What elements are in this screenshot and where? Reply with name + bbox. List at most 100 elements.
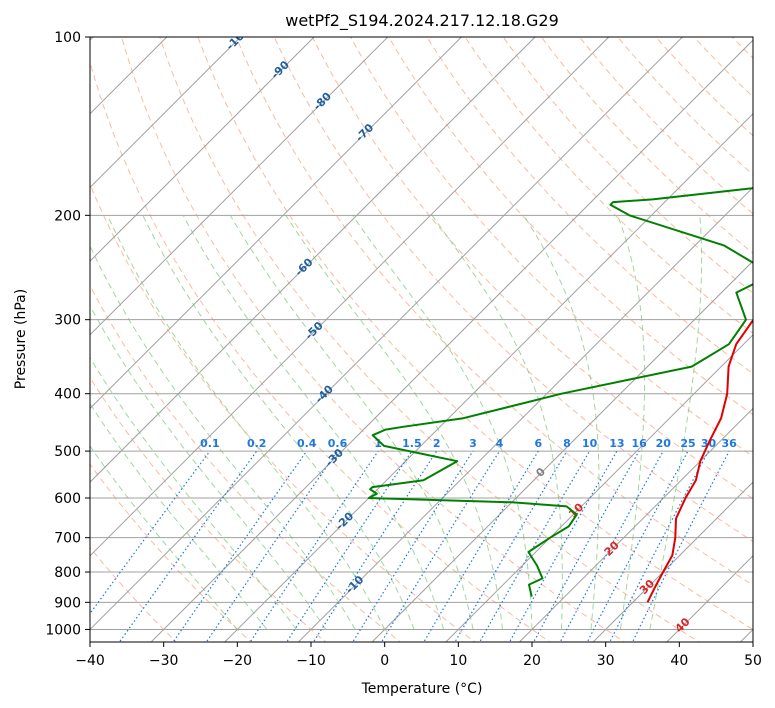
mixing-ratio-line [352,450,474,642]
x-tick-label: −30 [149,653,179,669]
moist-adiabat [649,215,703,630]
mixing-ratio-line [249,450,379,642]
isotherm-label: -100 [224,24,253,53]
y-tick-label: 700 [54,531,81,547]
x-tick-label: 50 [744,653,762,669]
mixing-ratio-label: 1 [374,437,382,450]
isotherm-line [90,37,389,336]
isotherm-line [90,37,610,557]
y-tick-label: 1000 [45,622,81,638]
mixing-ratio-line [609,450,710,642]
mixing-ratio-label: 0.6 [328,437,348,450]
x-axis: −40 −30 −20 −10 0 10 20 30 40 50 [75,642,762,669]
isotherm-label: -20 [333,509,356,532]
mixing-ratio-label: 13 [609,437,624,450]
mixing-ratio-label: 1.5 [402,437,422,450]
profiles [367,186,753,603]
temperature-line [646,318,753,603]
y-tick-label: 600 [54,491,81,507]
isotherm-line [224,113,753,642]
mixing-ratio-line [380,450,501,642]
y-axis: 100 200 300 400 500 600 700 800 900 1000 [45,30,90,638]
moist-adiabat [617,215,646,630]
mixing-ratio-label: 6 [534,437,542,450]
plot-frame [89,36,754,643]
x-tick-label: −40 [75,653,105,669]
mixing-ratio-line [454,450,568,642]
dry-adiabat [90,463,252,642]
mixing-ratio-label: 8 [563,437,571,450]
mixing-ratio-label: 36 [722,437,738,450]
mixing-ratio-label: 2 [433,437,441,450]
moist-adiabat [431,215,563,630]
moist-adiabat [182,215,445,630]
isotherm-label: 20 [602,539,622,559]
moist-adiabat [90,304,327,630]
isotherm-line [518,407,753,642]
isotherm-line [90,37,536,483]
y-axis-label: Pressure (hPa) [13,289,29,389]
isotherm-line [592,481,753,642]
isotherm-line [90,37,242,189]
mixing-ratio-label: 16 [631,437,647,450]
mixing-ratio-line [205,450,338,642]
isotherm-line [90,37,684,631]
x-tick-label: 20 [523,653,541,669]
mixing-ratio-line [90,450,211,615]
dry-adiabat [388,37,753,416]
isotherm-line [445,334,753,642]
mixing-ratio-label: 3 [469,437,477,450]
x-tick-label: 40 [670,653,688,669]
isotherm-label: -80 [311,90,334,113]
isotherm-line [90,37,463,410]
mixing-ratio-label: 0.4 [297,437,317,450]
y-tick-label: 200 [54,208,81,224]
dry-adiabat [311,37,753,500]
dry-adiabat [731,37,753,59]
mixing-ratio-label: 10 [582,437,598,450]
mixing-ratio-line [285,450,413,642]
x-tick-label: 0 [380,653,389,669]
isotherm-label: -60 [292,255,315,278]
x-tick-label: −20 [223,653,253,669]
mixing-ratio-label: 0.2 [247,437,267,450]
dry-adiabat [90,183,476,642]
pressure-gridlines [90,37,753,630]
y-tick-label: 800 [54,565,81,581]
mixing-ratio-line [559,450,664,642]
moist-adiabat [90,402,268,630]
mixing-ratio-label: 25 [680,437,695,450]
mixing-ratio-line [631,450,730,642]
mixing-ratio-line [172,450,308,642]
dry-adiabat [273,37,753,543]
y-tick-label: 900 [54,595,81,611]
isotherm-label: -40 [313,382,336,405]
mixing-ratio-labels: 0.1 0.2 0.4 0.6 1 1.5 2 3 4 6 8 10 13 16 20 25 30 36 [200,437,737,450]
y-tick-label: 400 [54,387,81,403]
mixing-ratio-line [118,450,258,642]
skewed-isotherms [90,37,753,642]
dry-adiabat [121,37,626,642]
dewpoint-line [367,186,753,597]
dry-adiabat [197,37,753,630]
dry-adiabat [426,37,753,375]
moist-adiabat [90,445,238,630]
x-axis-label: Temperature (°C) [361,681,483,697]
y-tick-label: 100 [54,30,81,46]
chart-title: wetPf2_S194.2024.217.12.18.G29 [285,11,559,31]
x-tick-label: −10 [296,653,326,669]
isotherm-line [297,186,753,642]
mixing-ratio-line [312,450,438,642]
y-tick-label: 300 [54,313,81,329]
isotherm-label: 40 [673,615,693,635]
y-tick-label: 500 [54,444,81,460]
mixing-ratio-label: 4 [496,437,504,450]
isotherm-label: -90 [269,58,292,81]
dry-adiabat [655,37,753,137]
plot-area: -100-90-80-70-60-50-40-30-20-10010203040… [90,24,753,642]
dry-adiabats [90,37,753,642]
moist-adiabat [107,215,386,630]
x-tick-label: 10 [449,653,467,669]
isotherm-line [666,555,753,642]
